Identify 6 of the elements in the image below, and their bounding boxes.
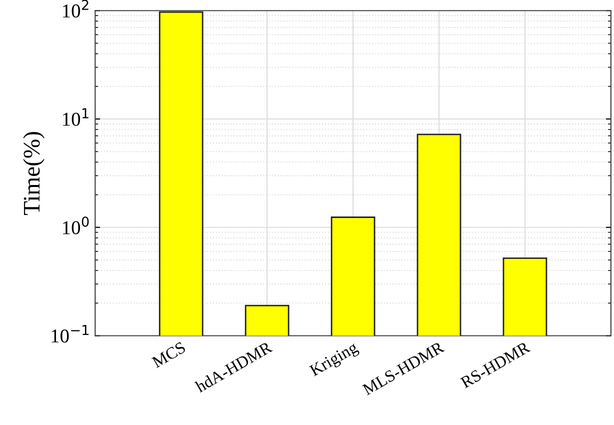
y-tick-label: 10$^{0}$ — [63, 216, 89, 234]
y-tick-label: 10$^{1}$ — [63, 108, 88, 126]
y-tick-label: 10$^{2}$ — [63, 0, 88, 18]
x-tick-label: MCS — [151, 342, 186, 368]
y-tick-label: 10$^{−1}$ — [52, 325, 88, 343]
y-axis-title: Time(%) — [23, 132, 45, 215]
